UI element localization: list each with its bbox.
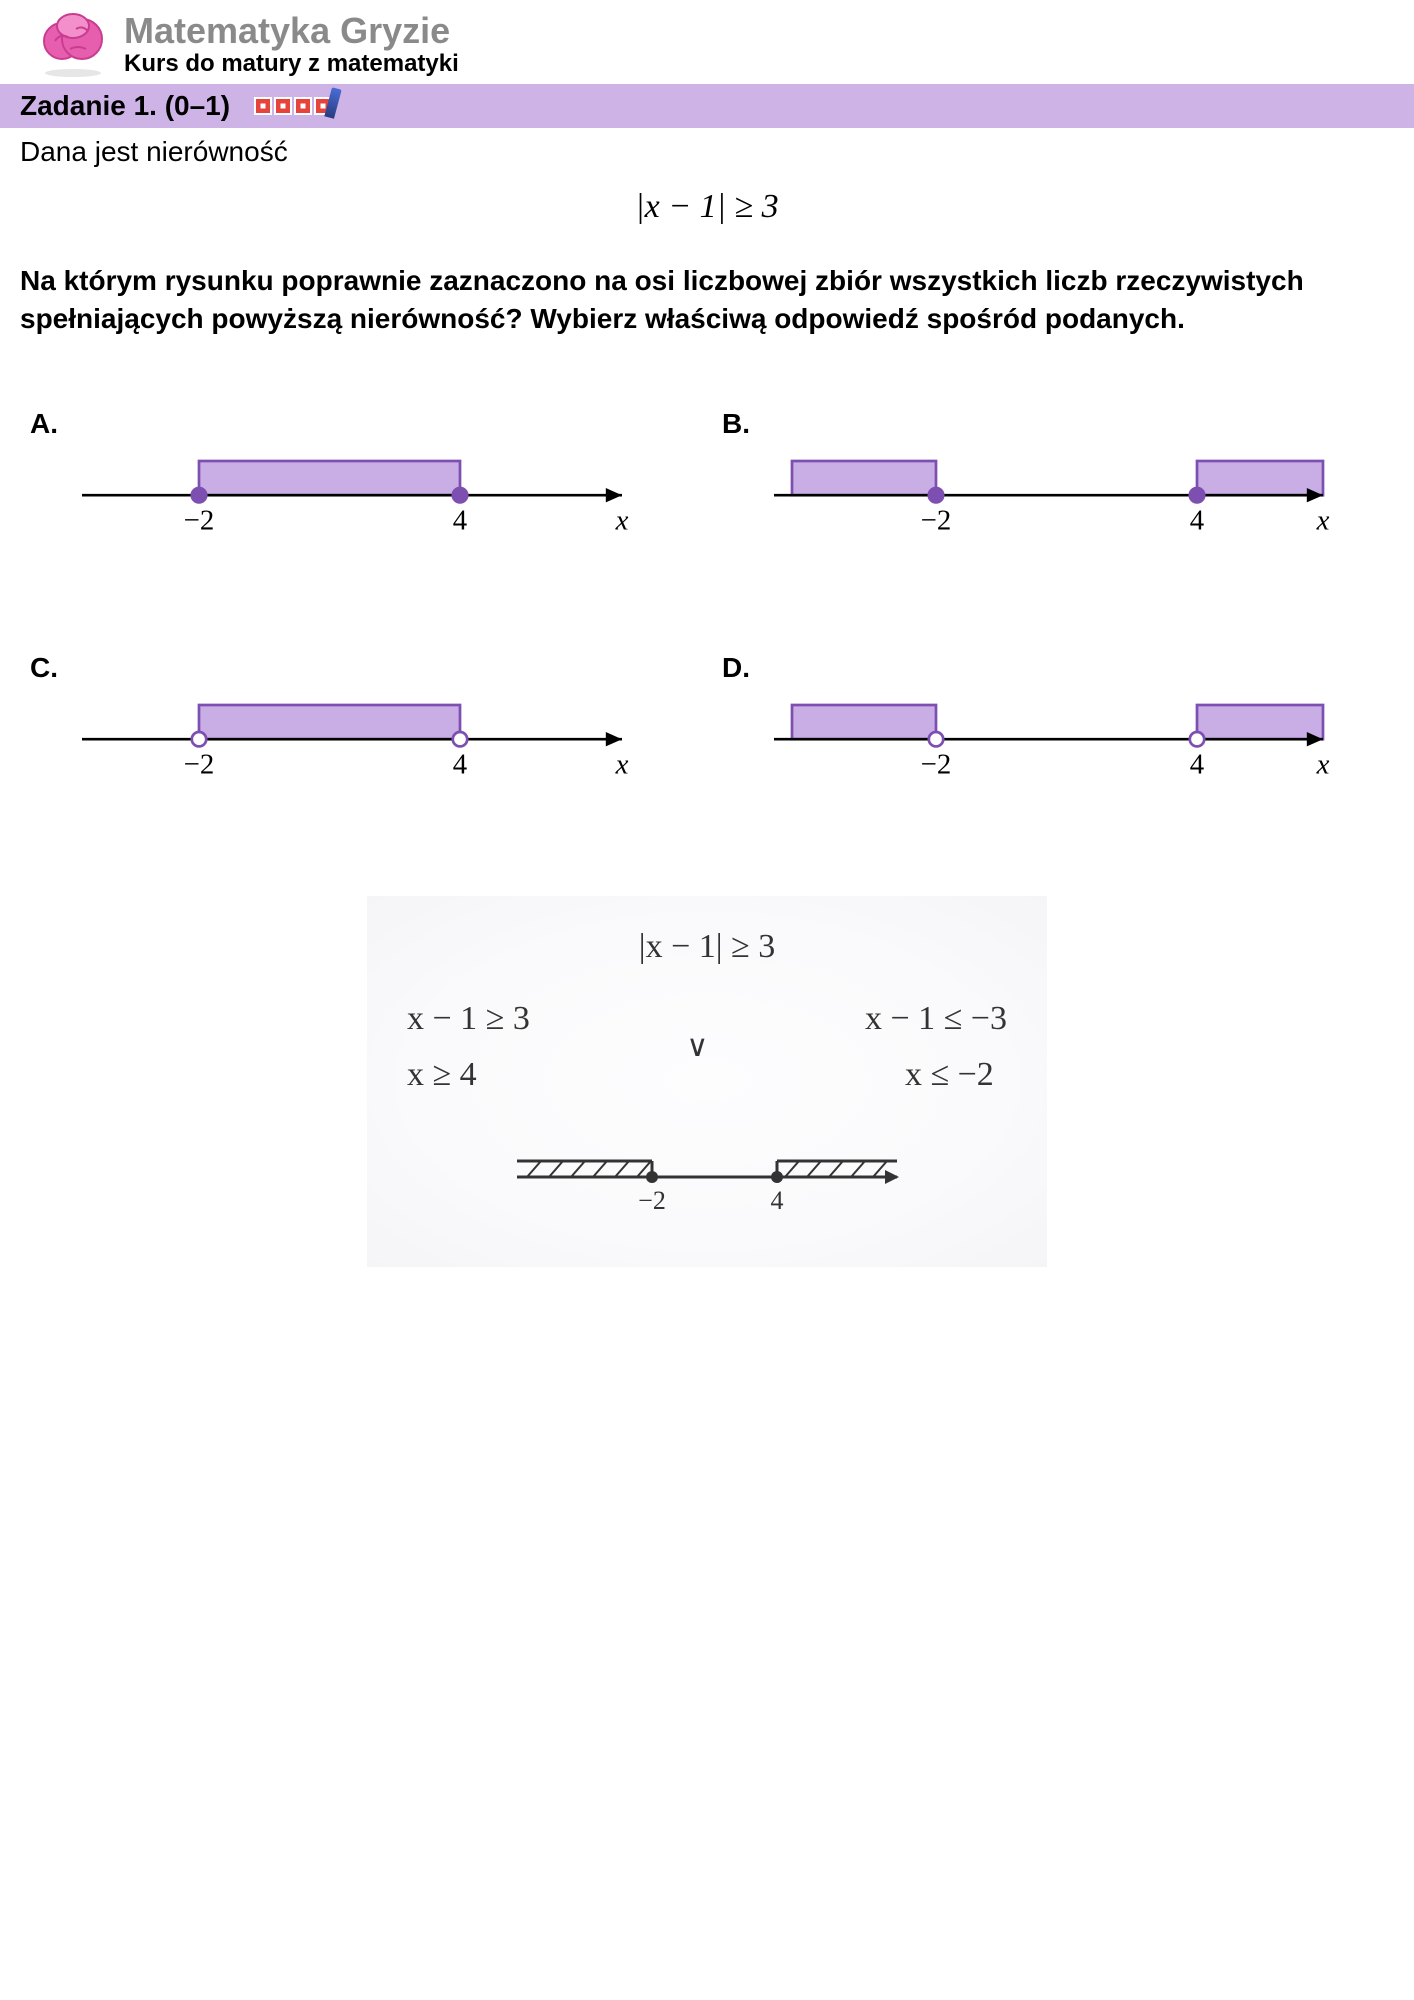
task-label: Zadanie 1. (0–1) xyxy=(20,90,230,122)
number-line-a: −2 4 x xyxy=(30,452,692,542)
hw-inequality: |x − 1| ≥ 3 xyxy=(387,920,1027,974)
answer-options-grid: A. −2 4 x B. −2 4 xyxy=(20,408,1394,786)
intro-text: Dana jest nierówność xyxy=(20,136,1394,168)
option-label: D. xyxy=(722,652,1384,684)
axis-label-x: x xyxy=(615,504,629,536)
difficulty-square xyxy=(274,97,292,115)
axis-label-x: x xyxy=(1316,748,1330,780)
brain-logo xyxy=(40,11,106,77)
hw-left-column: x − 1 ≥ 3 x ≥ 4 xyxy=(407,992,530,1103)
brain-icon xyxy=(40,11,106,67)
hw-case-left-2: x ≥ 4 xyxy=(407,1048,530,1102)
inequality-formula: |x − 1| ≥ 3 xyxy=(20,188,1394,226)
number-line-d: −2 4 x xyxy=(722,696,1384,786)
hw-case-right-1: x − 1 ≤ −3 xyxy=(865,992,1007,1046)
hw-or-symbol: ∨ xyxy=(686,1023,708,1071)
page-header: Matematyka Gryzie Kurs do matury z matem… xyxy=(0,0,1414,84)
title-block: Matematyka Gryzie Kurs do matury z matem… xyxy=(124,10,459,78)
difficulty-square xyxy=(294,97,312,115)
number-line-c: −2 4 x xyxy=(30,696,692,786)
hw-cases: x − 1 ≥ 3 x ≥ 4 ∨ x − 1 ≤ −3 x ≤ −2 xyxy=(387,992,1027,1103)
hw-case-right-2: x ≤ −2 xyxy=(865,1048,1007,1102)
axis-label-b: 4 xyxy=(453,748,467,780)
question-text: Na którym rysunku poprawnie zaznaczono n… xyxy=(20,262,1394,338)
option-b[interactable]: B. −2 4 x xyxy=(722,408,1384,542)
task-content: Dana jest nierówność |x − 1| ≥ 3 Na któr… xyxy=(0,128,1414,1275)
option-a[interactable]: A. −2 4 x xyxy=(30,408,692,542)
site-title: Matematyka Gryzie xyxy=(124,10,459,52)
axis-label-b: 4 xyxy=(1190,504,1204,536)
difficulty-square xyxy=(254,97,272,115)
hw-sketch-label-b: 4 xyxy=(771,1186,784,1215)
hw-right-column: x − 1 ≤ −3 x ≤ −2 xyxy=(865,992,1007,1103)
axis-label-b: 4 xyxy=(453,504,467,536)
option-label: B. xyxy=(722,408,1384,440)
option-label: A. xyxy=(30,408,692,440)
axis-label-b: 4 xyxy=(1190,748,1204,780)
hw-case-left-1: x − 1 ≥ 3 xyxy=(407,992,530,1046)
axis-label-a: −2 xyxy=(921,748,952,780)
option-d[interactable]: D. −2 4 x xyxy=(722,652,1384,786)
option-label: C. xyxy=(30,652,692,684)
number-line-b: −2 4 x xyxy=(722,452,1384,542)
pen-icon xyxy=(324,87,341,119)
handwritten-solution: |x − 1| ≥ 3 x − 1 ≥ 3 x ≥ 4 ∨ x − 1 ≤ −3… xyxy=(367,896,1047,1267)
site-subtitle: Kurs do matury z matematyki xyxy=(124,50,459,78)
option-c[interactable]: C. −2 4 x xyxy=(30,652,692,786)
hw-sketch-label-a: −2 xyxy=(638,1186,666,1215)
axis-label-a: −2 xyxy=(184,504,215,536)
axis-label-a: −2 xyxy=(921,504,952,536)
axis-label-x: x xyxy=(615,748,629,780)
axis-label-x: x xyxy=(1316,504,1330,536)
axis-label-a: −2 xyxy=(184,748,215,780)
logo-shadow xyxy=(45,69,101,77)
difficulty-indicator xyxy=(254,97,332,115)
task-header-bar: Zadanie 1. (0–1) xyxy=(0,84,1414,128)
hw-number-line-sketch: −2 4 xyxy=(387,1137,1027,1227)
